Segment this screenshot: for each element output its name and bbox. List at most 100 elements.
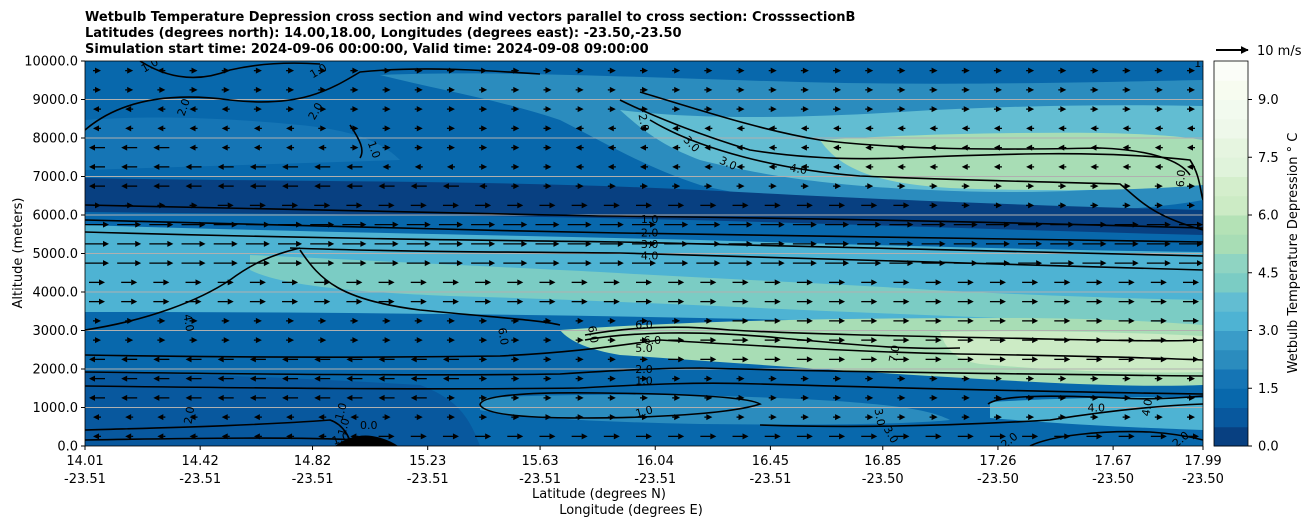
wind-vector [1026,86,1035,93]
wind-vector [125,414,134,421]
wind-vector [993,144,1002,151]
wind-vector [446,337,455,344]
wind-vector [961,86,970,93]
wind-vector-head [768,125,775,132]
wind-vector-head [967,298,974,305]
wind-vector-head [607,163,614,170]
wind-vector [121,298,138,305]
wind-vector [503,260,528,267]
wind-vector [406,240,431,247]
wind-vector-head [939,240,946,247]
wind-vector [736,106,745,113]
wind-vector [865,125,874,132]
wind-vector-head [742,337,749,344]
wind-vector [768,106,777,113]
contour-label-text: 2.0 [635,363,653,376]
contour-label-text: 1.0 [634,403,654,420]
wind-vector-head [1096,433,1103,440]
wind-vector-head [167,260,174,267]
wind-vector [957,317,974,324]
wind-vector [378,394,395,401]
wind-vector [575,337,584,344]
contour-label-text: 7.0 [887,344,903,363]
wind-vector-head [416,67,423,74]
wind-vector-head [223,317,230,324]
wind-vector-head [961,144,968,151]
wind-vector-head [1160,337,1167,344]
wind-vector-head [416,144,423,151]
wind-vector-head [545,106,552,113]
wind-vector [539,202,556,209]
wind-vector [607,375,616,382]
wind-vector [1050,260,1075,267]
wind-vector-head [802,106,809,113]
wind-vector [607,106,616,113]
wind-vector [929,163,938,170]
wind-vector-head [963,414,970,421]
wind-vector [1122,183,1131,190]
wind-vector [535,240,560,247]
x-tick-label-latitude: 16.85 [864,454,901,469]
wind-vector-head [706,67,713,74]
wind-vector-head [1124,183,1131,190]
contour-line [299,249,561,326]
wind-vector-head [388,433,395,440]
contour-label: 2.0 [635,363,653,376]
wind-vector [760,240,785,247]
wind-vector [704,106,713,113]
wind-vector-head [1154,144,1161,151]
wind-vector-head [416,106,423,113]
contour-label: 4.0 [1139,398,1155,417]
wind-vector [961,414,970,421]
wind-vector [539,279,556,286]
wind-vector [221,317,230,324]
wind-vector [571,202,588,209]
wind-vector [993,106,1002,113]
wind-vector-head [802,394,809,401]
wind-vector-head [1128,337,1135,344]
wind-vector [833,183,842,190]
wind-vector-head [903,298,910,305]
wind-vector [760,221,785,228]
wind-vector-head [517,433,524,440]
colorbar-swatch [1214,118,1248,139]
wind-vector [438,221,463,228]
colorbar-swatch [1214,407,1248,428]
wind-vector [314,375,331,382]
colorbar-swatch [1214,61,1248,81]
contour-label: 2.0 [175,97,193,118]
wind-vector [189,337,198,344]
wind-vector-head [227,298,234,305]
wind-vector [607,414,616,421]
wind-vector-head [746,221,753,228]
wind-vector-head [1058,144,1065,151]
wind-vector [286,86,295,93]
wind-vector-head [382,163,389,170]
wind-vector-head [1122,144,1129,151]
wind-vector [1122,125,1131,132]
wind-vector [1086,317,1103,324]
wind-vector-head [448,317,455,324]
wind-vector [1058,125,1067,132]
wind-vector-head [871,433,878,440]
wind-vector [1054,337,1071,344]
wind-vector [953,260,978,267]
wind-vector-head [231,221,238,228]
contour-label: 1.0 [330,430,351,446]
wind-vector [117,221,142,228]
wind-vector [342,260,367,267]
wind-vector [282,298,299,305]
wind-vector [640,67,648,74]
wind-vector [961,394,970,401]
wind-vector-head [1124,86,1131,93]
wind-vector-head [135,260,142,267]
wind-vector [893,356,910,363]
wind-vector-head [929,163,936,170]
wind-vector-head [642,86,648,93]
wind-vector [732,298,749,305]
wind-vector [575,375,584,382]
wind-vector-head [939,221,946,228]
wind-vector-head [159,86,166,93]
wind-vector [704,163,713,170]
